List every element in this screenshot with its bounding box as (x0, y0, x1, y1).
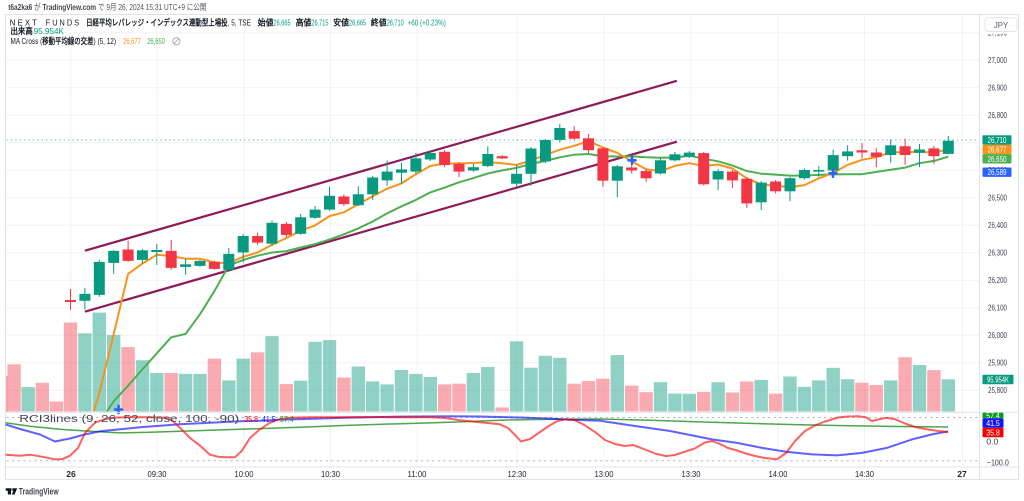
svg-text:終値: 終値 (371, 16, 387, 27)
svg-text:−100.0: −100.0 (987, 458, 1009, 468)
svg-text:09:30: 09:30 (148, 469, 167, 479)
svg-text:26,500: 26,500 (988, 193, 1007, 203)
svg-text:TradingView: TradingView (19, 487, 59, 497)
svg-text:26,900: 26,900 (988, 83, 1007, 93)
svg-text:26,715: 26,715 (311, 17, 328, 27)
svg-text:14:30: 14:30 (855, 469, 874, 479)
svg-text:26,100: 26,100 (988, 303, 1007, 313)
svg-text:0.0: 0.0 (986, 436, 998, 446)
svg-text:日経平均レバレッジ・インデックス連動型上場投, 5, TSE: 日経平均レバレッジ・インデックス連動型上場投, 5, TSE (86, 16, 251, 27)
svg-text:t6a2ka6 が TradingView.com で 9月: t6a2ka6 が TradingView.com で 9月 26, 2024 … (8, 2, 206, 12)
svg-text:出来高: 出来高 (11, 26, 33, 36)
svg-text:F U N D S: F U N D S (46, 17, 80, 27)
svg-text:26: 26 (66, 469, 76, 479)
svg-text:N E X T: N E X T (10, 17, 38, 27)
svg-text:57.4: 57.4 (986, 411, 1000, 420)
svg-text:35.8: 35.8 (986, 429, 1000, 438)
svg-text:26,200: 26,200 (988, 275, 1007, 285)
svg-text:10:30: 10:30 (321, 469, 340, 479)
svg-text:41.5: 41.5 (986, 419, 1000, 428)
svg-text:26,650: 26,650 (988, 154, 1007, 164)
svg-text:26,400: 26,400 (988, 220, 1007, 230)
svg-text:41.5: 41.5 (262, 414, 276, 424)
svg-text:+60 (+0.23%): +60 (+0.23%) (408, 17, 446, 27)
svg-text:26,589: 26,589 (988, 167, 1007, 177)
svg-text:安値: 安値 (333, 16, 349, 27)
svg-text:26,650: 26,650 (147, 36, 165, 46)
svg-text:14:00: 14:00 (769, 469, 788, 479)
svg-text:10:00: 10:00 (235, 469, 254, 479)
svg-text:12:30: 12:30 (508, 469, 527, 479)
svg-text:27,000: 27,000 (988, 55, 1007, 65)
svg-text:27: 27 (957, 469, 967, 479)
svg-text:26,677: 26,677 (988, 144, 1007, 154)
svg-text:25,900: 25,900 (988, 358, 1007, 368)
svg-text:13:30: 13:30 (682, 469, 701, 479)
svg-text:始値: 始値 (258, 16, 274, 27)
svg-text:26,800: 26,800 (988, 110, 1007, 120)
svg-text:26,677: 26,677 (123, 36, 141, 46)
svg-text:26,300: 26,300 (988, 248, 1007, 258)
svg-text:26,710: 26,710 (988, 135, 1007, 145)
svg-text:95.954K: 95.954K (34, 26, 65, 36)
svg-text:95.954K: 95.954K (987, 375, 1009, 385)
svg-text:26,665: 26,665 (274, 17, 291, 27)
svg-text:26,000: 26,000 (988, 330, 1007, 340)
svg-text:26,665: 26,665 (349, 17, 366, 27)
svg-text:11:00: 11:00 (408, 469, 427, 479)
svg-text:高値: 高値 (296, 16, 312, 27)
svg-text:57.4: 57.4 (280, 414, 294, 424)
svg-text:MA Cross (移動平均線の交差) (5, 12): MA Cross (移動平均線の交差) (5, 12) (11, 36, 117, 46)
svg-text:26,710: 26,710 (387, 17, 404, 27)
svg-text:RCI3lines (9, 26, 52, close, 1: RCI3lines (9, 26, 52, close, 100, -90) (19, 414, 239, 425)
svg-text:35.8: 35.8 (244, 414, 258, 424)
svg-text:JPY: JPY (994, 21, 1009, 30)
svg-text:25,800: 25,800 (988, 385, 1007, 395)
svg-text:13:00: 13:00 (595, 469, 614, 479)
